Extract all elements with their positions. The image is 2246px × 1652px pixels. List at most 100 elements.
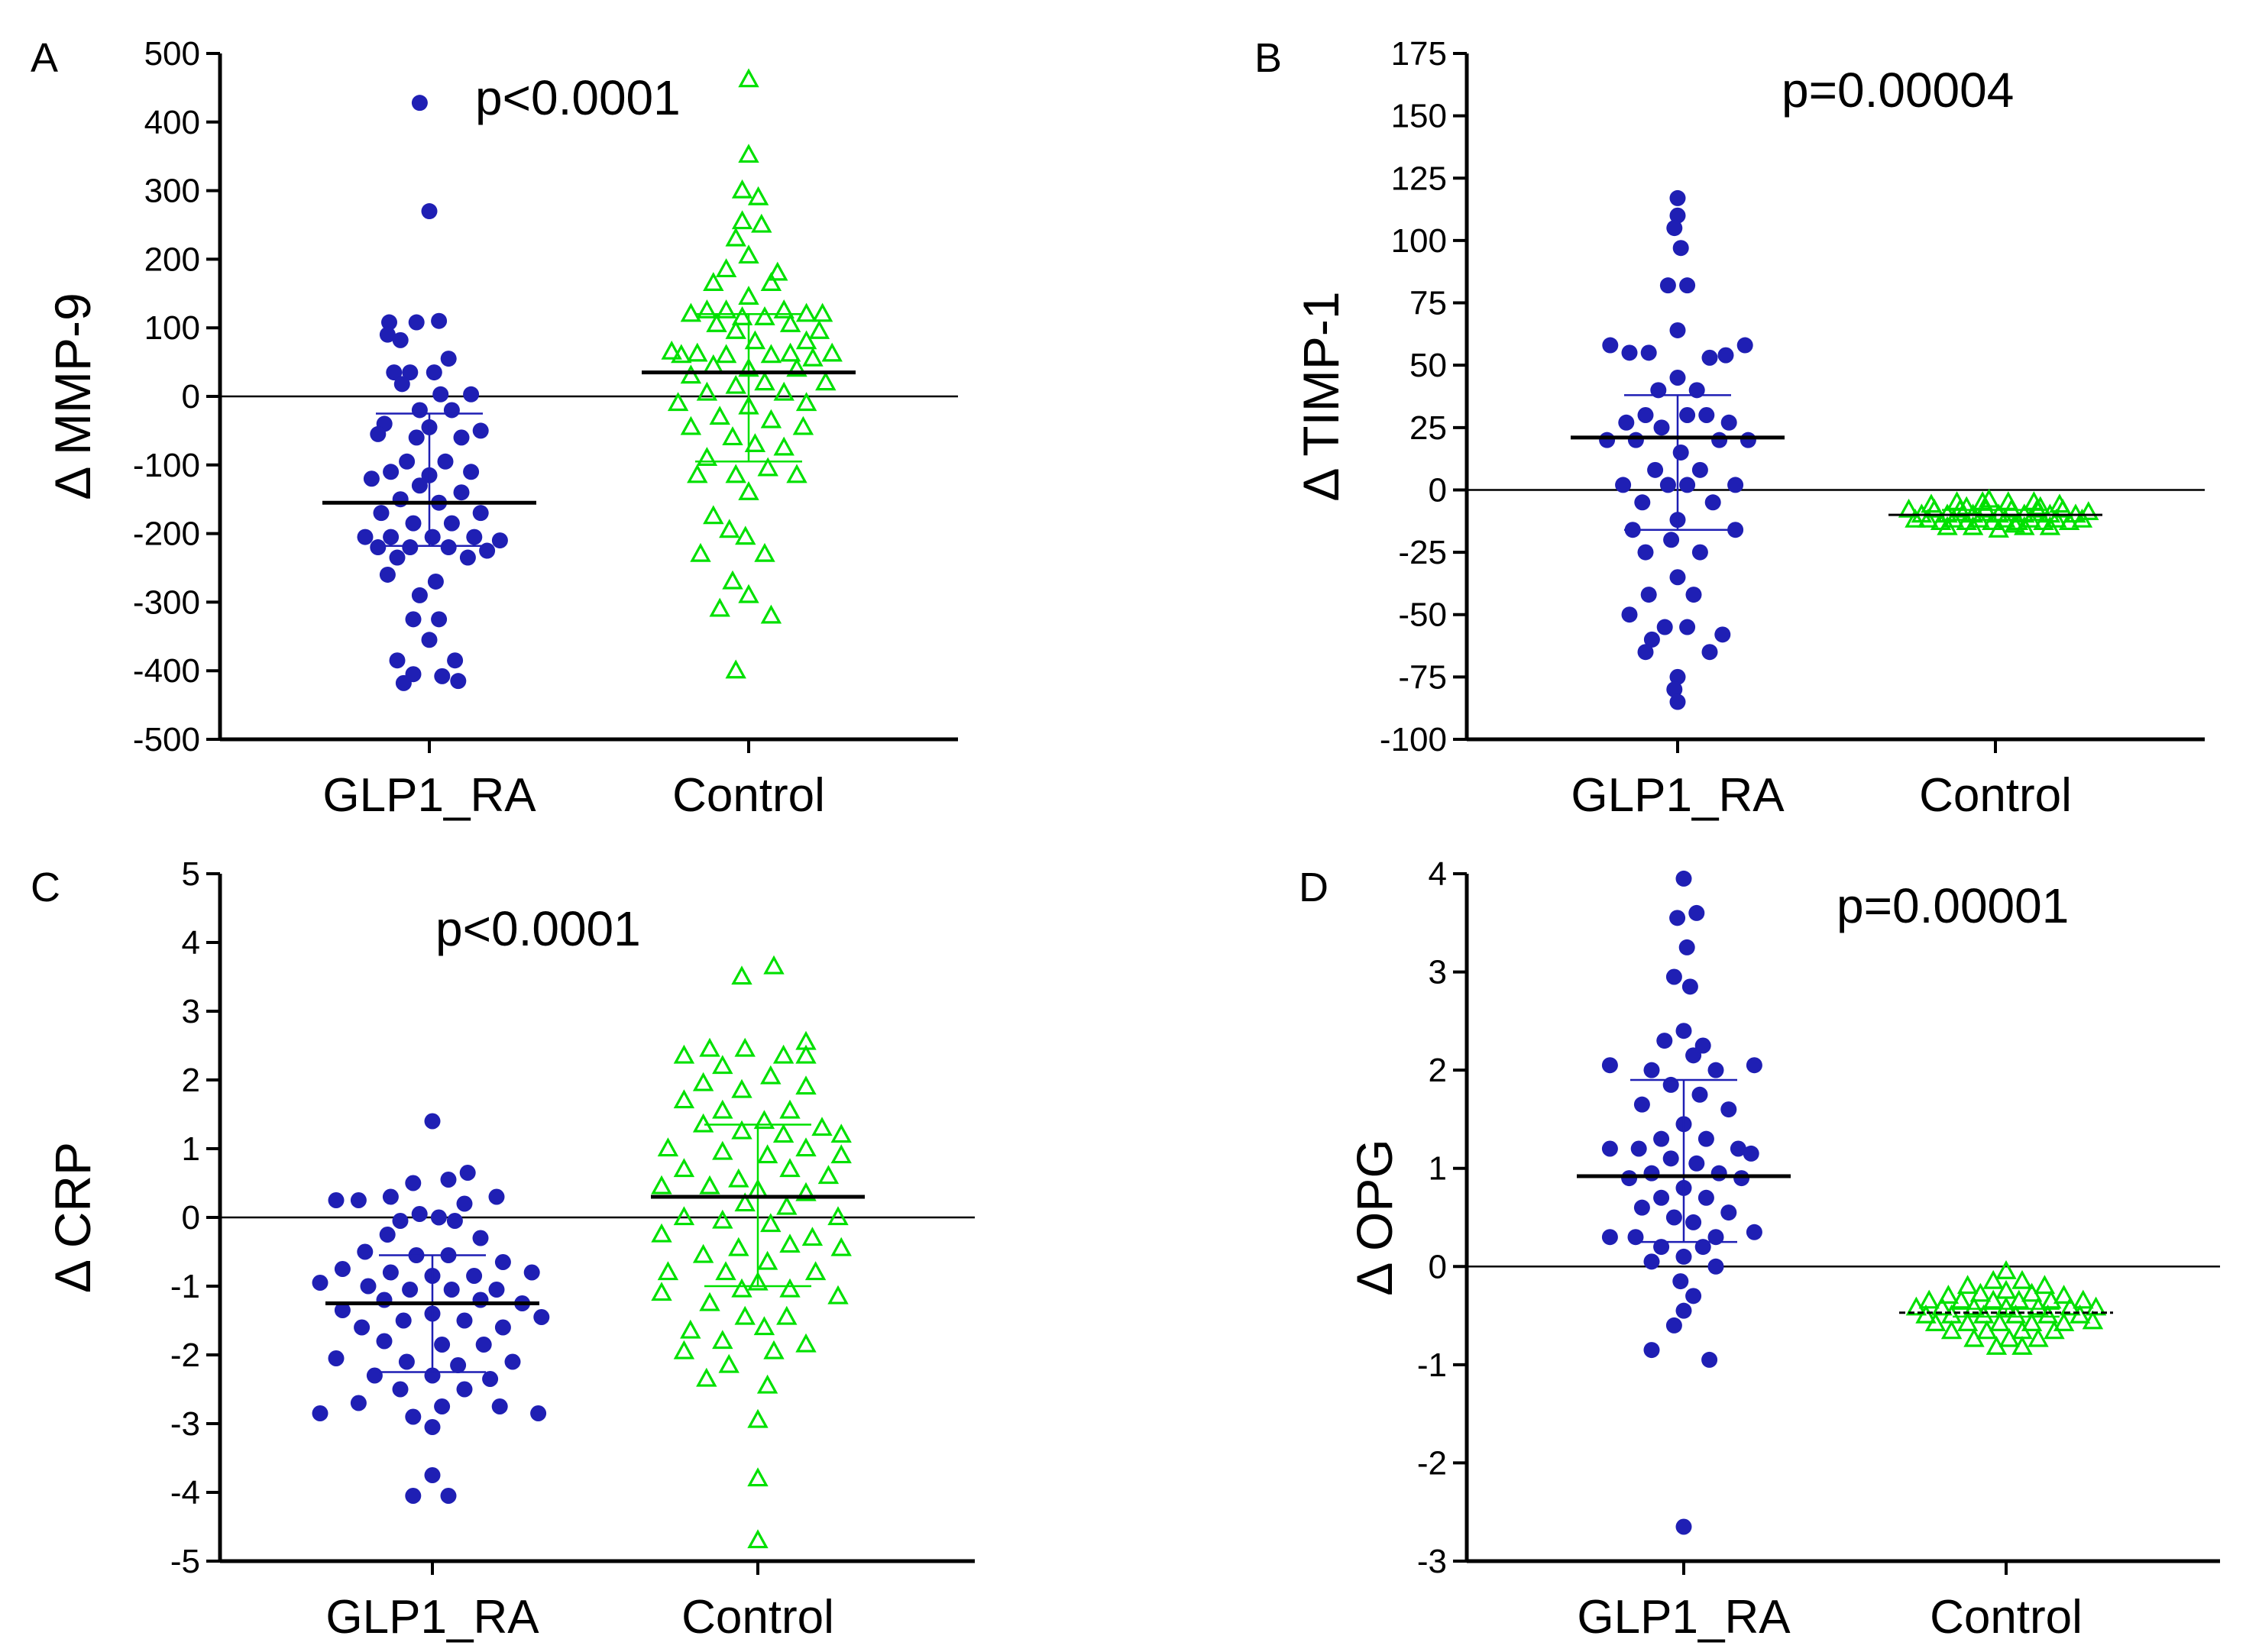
data-point [1733,1170,1750,1187]
data-point [1982,1269,2004,1289]
data-point [533,1309,550,1325]
data-point [1743,1145,1759,1162]
data-point [432,386,449,402]
data-point [383,529,400,545]
data-point [760,1065,782,1085]
data-point [2005,1304,2027,1324]
data-point [363,470,380,487]
y-tick-label: 50 [1409,347,1447,384]
data-point [747,1408,769,1428]
y-axis-label: Δ OPG [1346,1139,1403,1295]
data-point [370,539,387,556]
data-point [680,1319,701,1339]
data-point [456,1381,473,1398]
data-point [405,1488,422,1504]
data-point [2046,508,2067,528]
data-point [389,549,406,566]
data-point [763,955,785,975]
data-point [680,415,702,435]
panel-A: Ap<0.0001 Δ MMP-9 -500 -400 -300 -200 -100 0 100… [31,35,958,822]
data-point [1640,344,1657,361]
data-point [715,258,737,278]
data-point [334,1261,351,1277]
data-point [421,203,438,220]
panel-letter: C [31,865,60,910]
data-point [753,1316,775,1336]
y-tick-label: -75 [1398,658,1447,696]
data-point [1982,511,2003,531]
data-point [2058,511,2080,531]
data-point [2044,1320,2065,1340]
y-tick-label: -3 [1417,1543,1447,1580]
data-point [699,1175,720,1195]
data-point [830,1237,852,1256]
data-point [1666,681,1683,698]
data-point [1663,532,1680,548]
data-point [1740,432,1756,448]
y-tick-label: 0 [1429,471,1447,509]
data-point [1998,1327,2020,1347]
data-point [395,1312,412,1329]
data-point [779,1158,801,1178]
data-point [523,1264,540,1281]
data-point [446,1213,463,1229]
p-value-annotation: p<0.0001 [475,70,681,125]
data-point [431,312,448,329]
p-value-annotation: p=0.00001 [1837,878,2069,933]
data-point [1707,1062,1724,1078]
data-point [392,331,409,348]
data-point [1714,626,1731,643]
data-point [411,1206,428,1222]
data-point [2078,501,2099,520]
data-point [1602,337,1619,354]
data-point [738,144,759,163]
data-point [731,179,753,199]
data-point [411,402,428,419]
data-point [1720,414,1737,431]
p-value-annotation: p<0.0001 [435,901,641,956]
data-point [405,611,422,628]
y-tick-label: 0 [182,1199,200,1237]
data-point [1637,406,1654,423]
data-point [1956,1275,1979,1295]
data-point [756,1250,778,1270]
data-point [386,364,403,381]
y-tick-label: 75 [1409,285,1447,322]
data-point [747,1529,769,1549]
data-point [1672,444,1689,461]
data-point [1985,1336,2008,1355]
data-point [424,1113,441,1130]
data-point [381,314,397,331]
data-point [673,1206,695,1226]
data-point [754,542,775,562]
data-point [651,1282,672,1301]
data-point [1717,347,1734,364]
category-label: GLP1_RA [322,769,536,822]
data-point [744,433,766,453]
data-point [1727,477,1744,493]
data-point [1940,1320,1963,1340]
data-point [760,1213,782,1233]
data-point [1621,1170,1638,1187]
data-point [405,515,422,532]
y-axis-label: Δ MMP-9 [44,293,101,499]
data-point [692,1243,714,1263]
data-point [657,1261,679,1281]
data-point [703,505,724,525]
data-point [709,597,730,617]
data-point [357,529,374,545]
category-label: GLP1_RA [1571,769,1785,822]
y-tick-label: -4 [170,1474,200,1511]
data-point [2039,516,2061,535]
data-point [1685,1288,1702,1304]
data-point [735,525,756,545]
data-point [1627,432,1644,448]
data-point [725,319,746,339]
data-point [1637,644,1654,661]
data-point [1665,968,1682,985]
data-point [437,453,454,470]
data-point [411,477,428,494]
data-point [1672,240,1689,257]
data-point [699,1037,720,1057]
y-tick-label: 200 [144,241,200,278]
